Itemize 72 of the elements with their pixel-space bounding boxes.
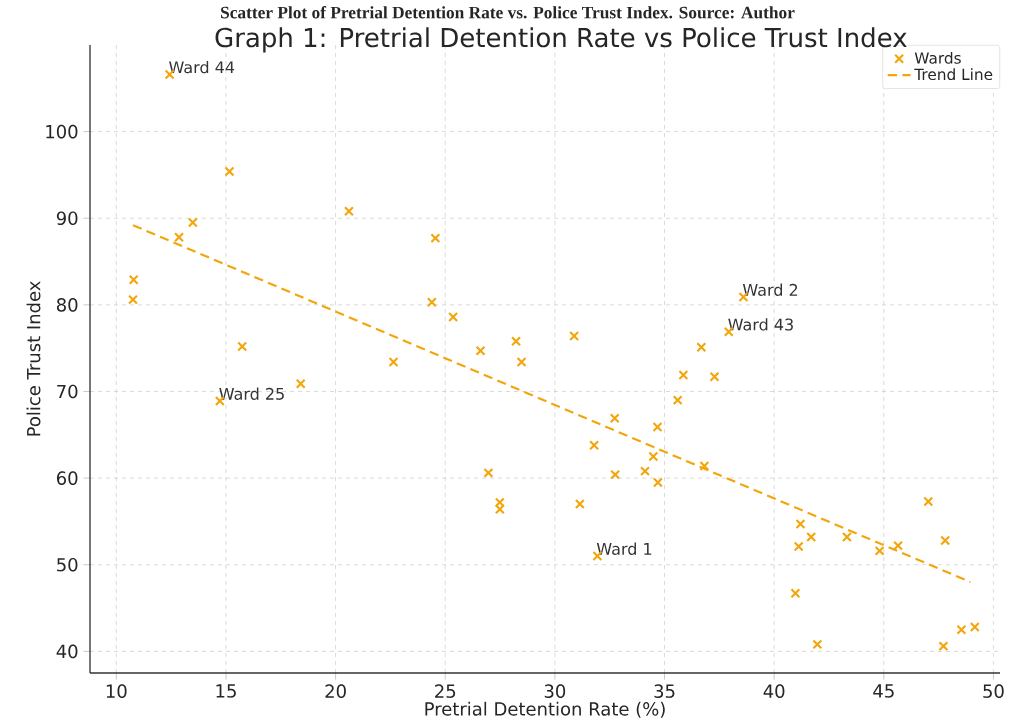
point bbox=[128, 274, 139, 285]
x-tick-label: 15 bbox=[216, 684, 236, 698]
point bbox=[652, 421, 663, 433]
point bbox=[448, 311, 459, 322]
point bbox=[938, 641, 949, 652]
point bbox=[841, 531, 852, 543]
point bbox=[709, 371, 720, 382]
annotation: Ward 25 bbox=[219, 387, 284, 400]
point bbox=[224, 166, 235, 177]
point bbox=[187, 217, 198, 228]
point bbox=[699, 460, 710, 471]
point bbox=[174, 232, 185, 243]
point bbox=[494, 504, 505, 515]
point bbox=[343, 206, 354, 217]
point bbox=[923, 496, 934, 507]
point bbox=[511, 336, 522, 347]
x-tick-label: 50 bbox=[983, 684, 1004, 698]
annotation: Ward 1 bbox=[596, 542, 652, 555]
legend-label: Trend Line bbox=[914, 68, 993, 81]
text: Scatter Plot of Pretrial Detention Rate vs. Police Trust Index. Source: Author bbox=[221, 6, 795, 19]
y-tick-label: 70 bbox=[57, 384, 78, 399]
point bbox=[874, 545, 885, 556]
x-tick-label: 35 bbox=[654, 684, 675, 698]
y-tick-label: 100 bbox=[46, 124, 78, 139]
x-tick-label: 45 bbox=[873, 684, 894, 698]
point bbox=[589, 440, 600, 451]
y-tick-label: 40 bbox=[56, 644, 78, 659]
point bbox=[609, 413, 620, 424]
point bbox=[696, 342, 707, 353]
annotation: Ward 44 bbox=[169, 60, 235, 74]
point bbox=[648, 451, 659, 462]
x-tick-label: 40 bbox=[763, 684, 785, 698]
y-tick-label: 60 bbox=[56, 471, 78, 485]
point bbox=[569, 331, 580, 342]
point bbox=[639, 466, 651, 477]
point bbox=[237, 341, 248, 352]
point bbox=[678, 369, 689, 381]
x-axis-title: Pretrial Detention Rate (%) bbox=[425, 701, 665, 718]
point bbox=[672, 395, 683, 406]
x-tick-label: 30 bbox=[544, 684, 566, 698]
point bbox=[475, 345, 486, 356]
point bbox=[295, 378, 306, 389]
point bbox=[516, 356, 527, 368]
point bbox=[127, 294, 139, 305]
point bbox=[790, 588, 801, 599]
x-tick-label: 10 bbox=[106, 684, 127, 698]
point bbox=[652, 477, 663, 488]
point bbox=[793, 541, 804, 552]
legend-label: Wards bbox=[914, 51, 961, 64]
y-tick-label: 50 bbox=[57, 557, 78, 572]
annotation: Ward 43 bbox=[728, 318, 793, 331]
point bbox=[483, 467, 494, 478]
point bbox=[430, 233, 441, 244]
point bbox=[494, 497, 505, 508]
point bbox=[426, 297, 437, 308]
annotation: Ward 2 bbox=[742, 283, 798, 296]
point bbox=[574, 499, 585, 510]
point bbox=[893, 540, 904, 551]
x-tick-label: 20 bbox=[325, 684, 346, 698]
point bbox=[806, 531, 817, 543]
y-tick-label: 90 bbox=[56, 211, 78, 226]
chart-title: Graph 1: Pretrial Detention Rate vs Police Trust Index bbox=[215, 27, 907, 53]
point bbox=[956, 624, 967, 635]
point bbox=[388, 356, 399, 368]
y-tick-label: 80 bbox=[56, 298, 78, 312]
point bbox=[940, 535, 951, 546]
point bbox=[969, 622, 980, 633]
x-tick-label: 25 bbox=[435, 684, 456, 698]
y-axis-title: Police Trust Index bbox=[26, 281, 41, 436]
point bbox=[795, 518, 806, 530]
point bbox=[812, 639, 823, 650]
point bbox=[610, 469, 621, 480]
